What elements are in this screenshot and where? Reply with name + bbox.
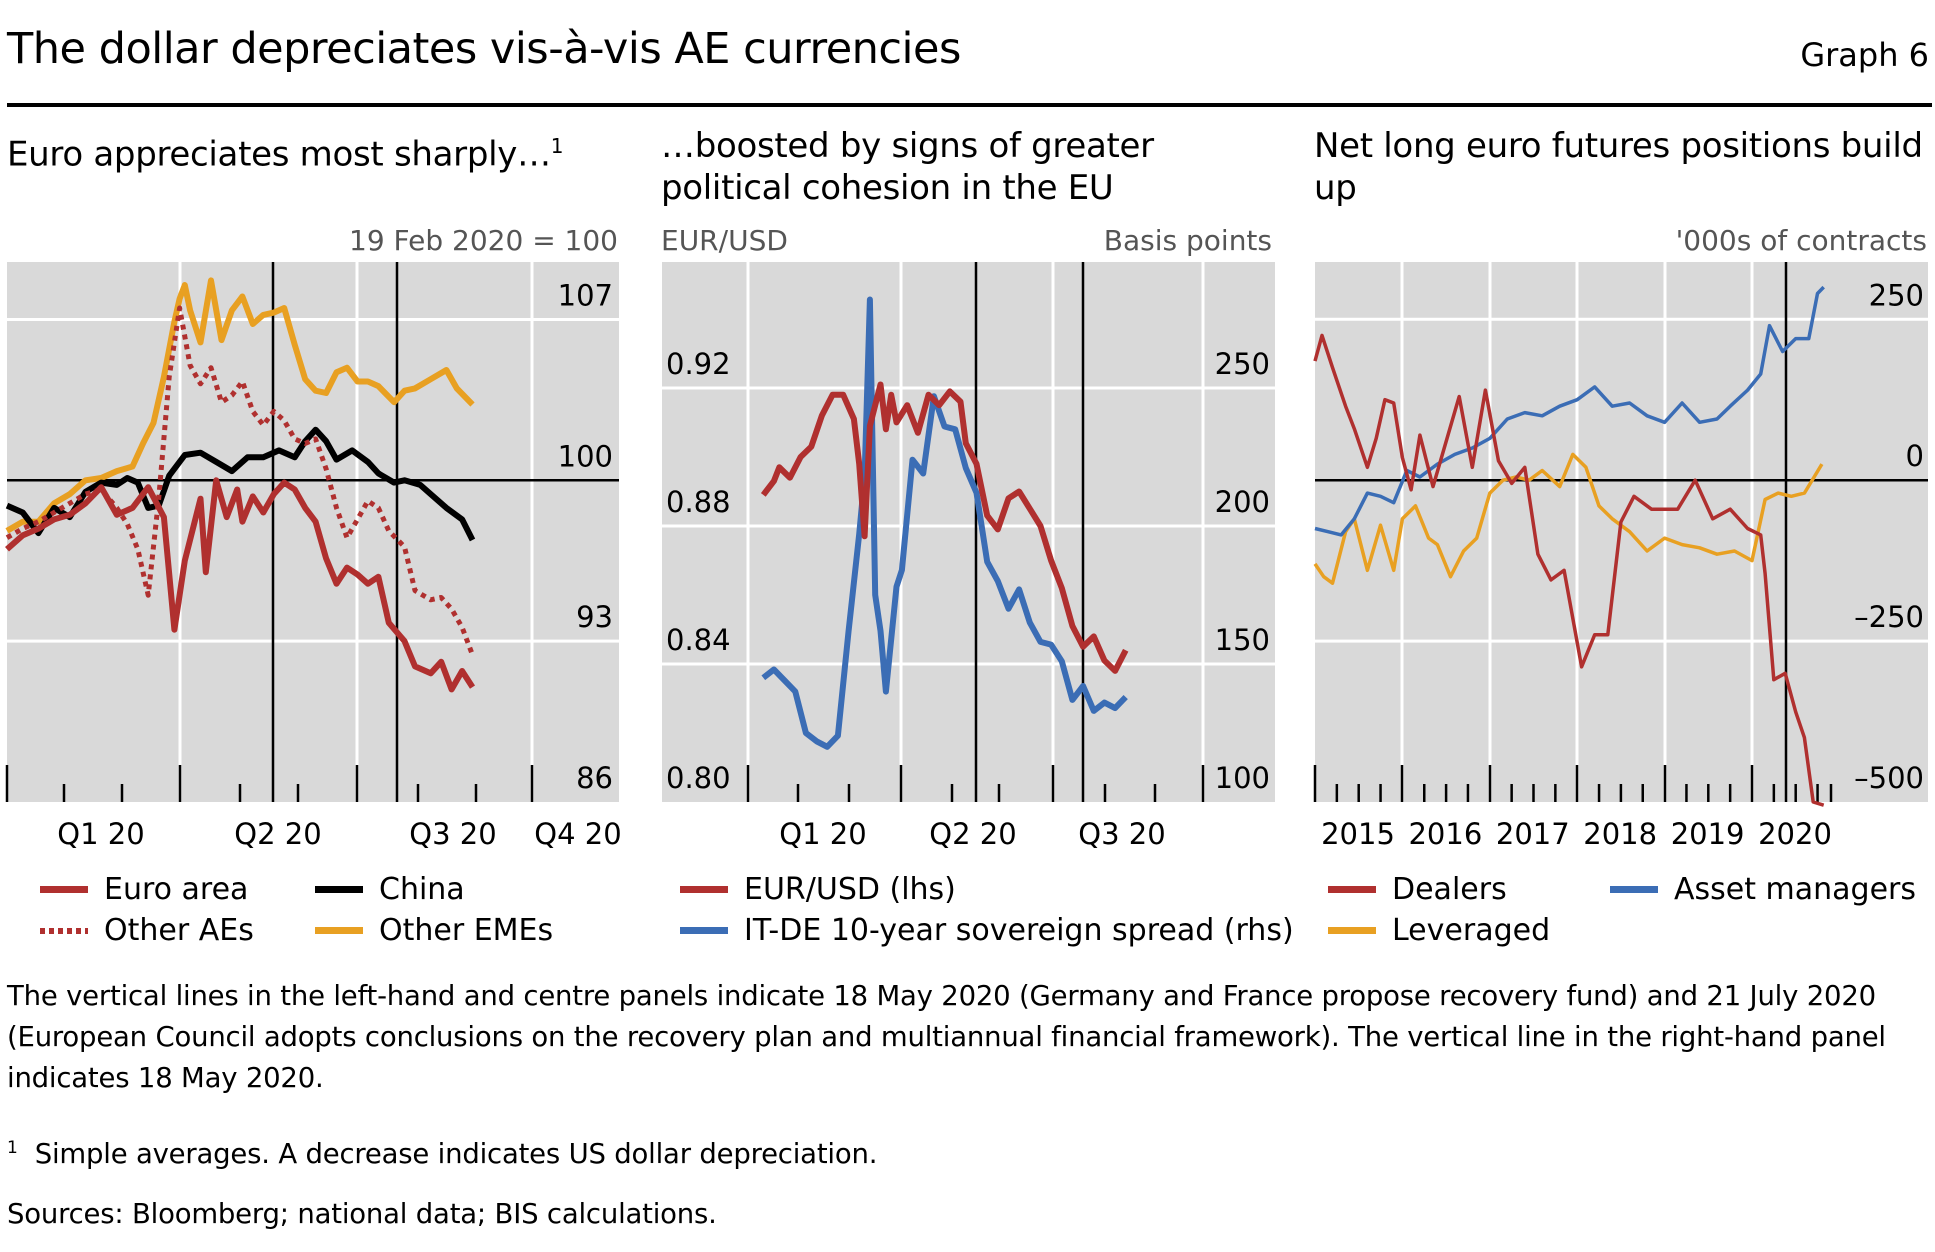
y-tick-label: 86	[576, 761, 613, 795]
plot-area	[7, 262, 619, 802]
series-line-euro-area	[5, 477, 476, 693]
footnote-1: 1 Simple averages. A decrease indicates …	[7, 1128, 1932, 1175]
legend-label: EUR/USD (lhs)	[744, 872, 956, 907]
x-tick-label: 2017	[1496, 817, 1570, 851]
legend-swatch-solid	[40, 886, 88, 893]
panel-title-middle: …boosted by signs of greater political c…	[661, 126, 1154, 208]
panel-middle	[662, 262, 1275, 802]
y-tick-label: –250	[1854, 600, 1924, 634]
unit-label-left: 19 Feb 2020 = 100	[349, 224, 618, 257]
legend-swatch-solid	[315, 927, 363, 934]
y-tick-label-right: 250	[1215, 347, 1270, 381]
y-tick-label: –500	[1854, 761, 1924, 795]
legend-label: China	[379, 872, 465, 907]
footnote-marker: 1	[7, 1138, 18, 1158]
legend-item-china: China	[315, 872, 465, 907]
legend-swatch-dotted	[40, 927, 88, 934]
x-tick-label: 2016	[1408, 817, 1482, 851]
panel-right	[1313, 262, 1928, 807]
unit-label-middle-left: EUR/USD	[661, 224, 788, 257]
series-line-it-de-spread	[761, 296, 1128, 750]
x-tick-label: Q1 20	[57, 817, 144, 851]
legend-item-other-emes: Other EMEs	[315, 913, 553, 948]
legend-label: IT-DE 10-year sovereign spread (rhs)	[744, 913, 1294, 948]
notes-text: The vertical lines in the left-hand and …	[7, 980, 1886, 1094]
legend-item-euro-area: Euro area	[40, 872, 248, 907]
x-tick-label: 2018	[1583, 817, 1657, 851]
footnote-text: Simple averages. A decrease indicates US…	[34, 1138, 878, 1171]
legend-label: Dealers	[1392, 872, 1507, 907]
legend-item-asset-managers: Asset managers	[1610, 872, 1916, 907]
legend-label: Leveraged	[1392, 913, 1551, 948]
y-tick-label: 100	[558, 439, 613, 473]
y-tick-label: 107	[558, 278, 613, 312]
x-tick-label: 2015	[1321, 817, 1395, 851]
legend-label: Asset managers	[1674, 872, 1917, 907]
panel-title-right: Net long euro futures positions build up	[1314, 126, 1923, 208]
legend-item-dealers: Dealers	[1328, 872, 1507, 907]
x-tick-label: 2019	[1671, 817, 1745, 851]
y-tick-label-left: 0.92	[666, 347, 731, 381]
x-tick-label: Q4 20	[534, 817, 621, 851]
y-tick-label-right: 200	[1215, 485, 1270, 519]
y-tick-label: 250	[1869, 278, 1924, 312]
series-line-asset-managers	[1314, 285, 1825, 537]
panel-title-left: Euro appreciates most sharply…1	[7, 125, 617, 175]
unit-label-middle-right: Basis points	[1103, 224, 1272, 257]
unit-label-right: '000s of contracts	[1675, 224, 1927, 257]
legend-swatch-solid	[1610, 886, 1658, 893]
series-line-other-emes	[5, 277, 475, 534]
legend-item-eurusd: EUR/USD (lhs)	[680, 872, 956, 907]
x-tick-label: Q3 20	[1078, 817, 1165, 851]
series-line-dealers	[1313, 333, 1825, 807]
x-tick-label: Q3 20	[409, 817, 496, 851]
legend-item-it-de-spread: IT-DE 10-year sovereign spread (rhs)	[680, 913, 1294, 948]
sources: Sources: Bloomberg; national data; BIS c…	[7, 1198, 717, 1230]
footnote-ref: 1	[550, 134, 564, 158]
series-line-china	[5, 426, 476, 542]
plot-area	[662, 262, 1275, 802]
panel-left	[5, 262, 619, 802]
y-tick-label-right: 100	[1215, 761, 1270, 795]
series-line-eurusd	[760, 381, 1129, 674]
legend-swatch-solid	[315, 886, 363, 893]
y-tick-label: 93	[576, 600, 613, 634]
legend-item-leveraged: Leveraged	[1328, 913, 1550, 948]
legend-swatch-solid	[1328, 886, 1376, 893]
plot-area	[1315, 262, 1928, 802]
legend-item-other-aes: Other AEs	[40, 913, 254, 948]
legend-swatch-solid	[1328, 927, 1376, 934]
legend-swatch-solid	[680, 886, 728, 893]
graph-number: Graph 6	[1800, 36, 1929, 74]
legend-swatch-solid	[680, 927, 728, 934]
x-tick-label: 2020	[1758, 817, 1832, 851]
series-line-leveraged	[1313, 452, 1824, 585]
graph-title: The dollar depreciates vis-à-vis AE curr…	[7, 24, 961, 74]
x-tick-label: Q1 20	[779, 817, 866, 851]
legend-label: Other AEs	[104, 913, 254, 948]
header-rule	[7, 103, 1932, 107]
y-tick-label-left: 0.88	[666, 485, 731, 519]
x-tick-label: Q2 20	[929, 817, 1016, 851]
legend-label: Euro area	[104, 872, 249, 907]
legend-label: Other EMEs	[379, 913, 554, 948]
y-tick-label-left: 0.84	[666, 623, 731, 657]
y-tick-label-right: 150	[1215, 623, 1270, 657]
y-tick-label: 0	[1906, 439, 1924, 473]
y-tick-label-left: 0.80	[666, 761, 731, 795]
x-tick-label: Q2 20	[234, 817, 321, 851]
panel-title-left-text: Euro appreciates most sharply…	[7, 134, 551, 175]
